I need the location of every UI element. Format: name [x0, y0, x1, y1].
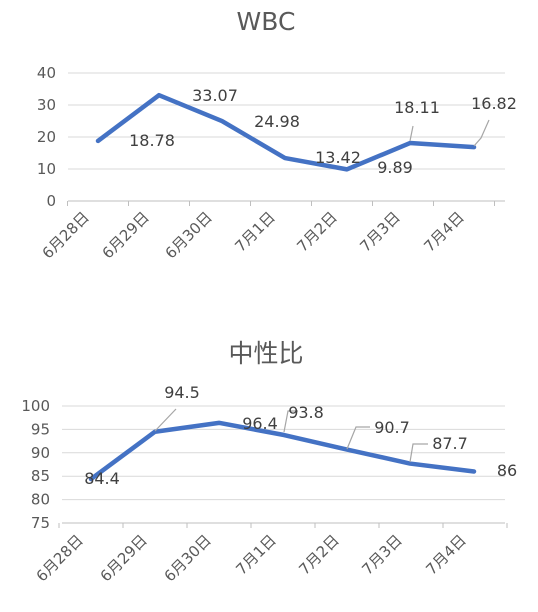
y-tick-label: 10	[37, 160, 56, 178]
y-tick-label: 95	[31, 420, 50, 438]
x-tick-label: 7月2日	[293, 208, 340, 255]
x-tick-label: 6月29日	[99, 208, 153, 262]
data-label: 9.89	[377, 158, 413, 177]
x-tick-label: 7月2日	[295, 531, 342, 578]
x-tick-label: 7月4日	[420, 208, 467, 255]
data-label: 94.5	[164, 383, 200, 402]
y-tick-label: 85	[31, 467, 50, 485]
leader-line	[409, 443, 428, 463]
x-tick-label: 7月4日	[422, 531, 469, 578]
y-tick-label: 20	[37, 128, 56, 146]
x-tick-label: 6月30日	[162, 208, 216, 262]
data-label: 33.07	[192, 86, 238, 105]
y-tick-label: 90	[31, 444, 50, 462]
y-tick-label: 75	[31, 514, 50, 532]
neutrophil-ratio-chart: 中性比 75 80 85 90 95 100 6月28日 6月29日 6月30日 7月1日 7月2…	[21, 339, 517, 585]
data-label: 84.4	[84, 469, 120, 488]
leader-line	[409, 125, 414, 142]
y-tick-label: 80	[31, 491, 50, 509]
data-label: 16.82	[471, 94, 517, 113]
data-label: 90.7	[374, 418, 410, 437]
data-label: 86	[497, 461, 517, 480]
y-tick-label: 30	[37, 96, 56, 114]
wbc-chart: WBC 0 10 20 30 40 6月28日 6月29日 6月30日 7月1日 7月2日 7月3…	[37, 7, 517, 262]
chart-title: 中性比	[228, 339, 303, 368]
data-label: 18.78	[129, 131, 175, 150]
y-tick-label: 100	[21, 397, 50, 415]
x-tick-label: 7月1日	[231, 208, 278, 255]
x-tick-label: 7月3日	[358, 531, 405, 578]
leader-line	[154, 408, 177, 432]
data-label: 24.98	[254, 112, 300, 131]
x-tick-label: 6月28日	[33, 531, 87, 585]
x-tick-label: 7月3日	[356, 208, 403, 255]
data-label: 87.7	[432, 434, 468, 453]
data-label: 96.4	[242, 414, 278, 433]
data-label: 18.11	[394, 98, 440, 117]
data-label: 13.42	[315, 148, 361, 167]
leader-line	[283, 410, 298, 433]
series-line	[88, 420, 477, 482]
y-tick-label: 0	[46, 192, 56, 210]
leader-line	[473, 119, 490, 147]
chart-title: WBC	[237, 7, 296, 36]
x-tick-label: 6月30日	[161, 531, 215, 585]
x-tick-label: 7月1日	[232, 531, 279, 578]
data-label: 93.8	[288, 403, 324, 422]
y-tick-label: 40	[37, 64, 56, 82]
leader-line	[346, 426, 370, 450]
x-tick-label: 6月28日	[39, 208, 93, 262]
x-tick-label: 6月29日	[97, 531, 151, 585]
